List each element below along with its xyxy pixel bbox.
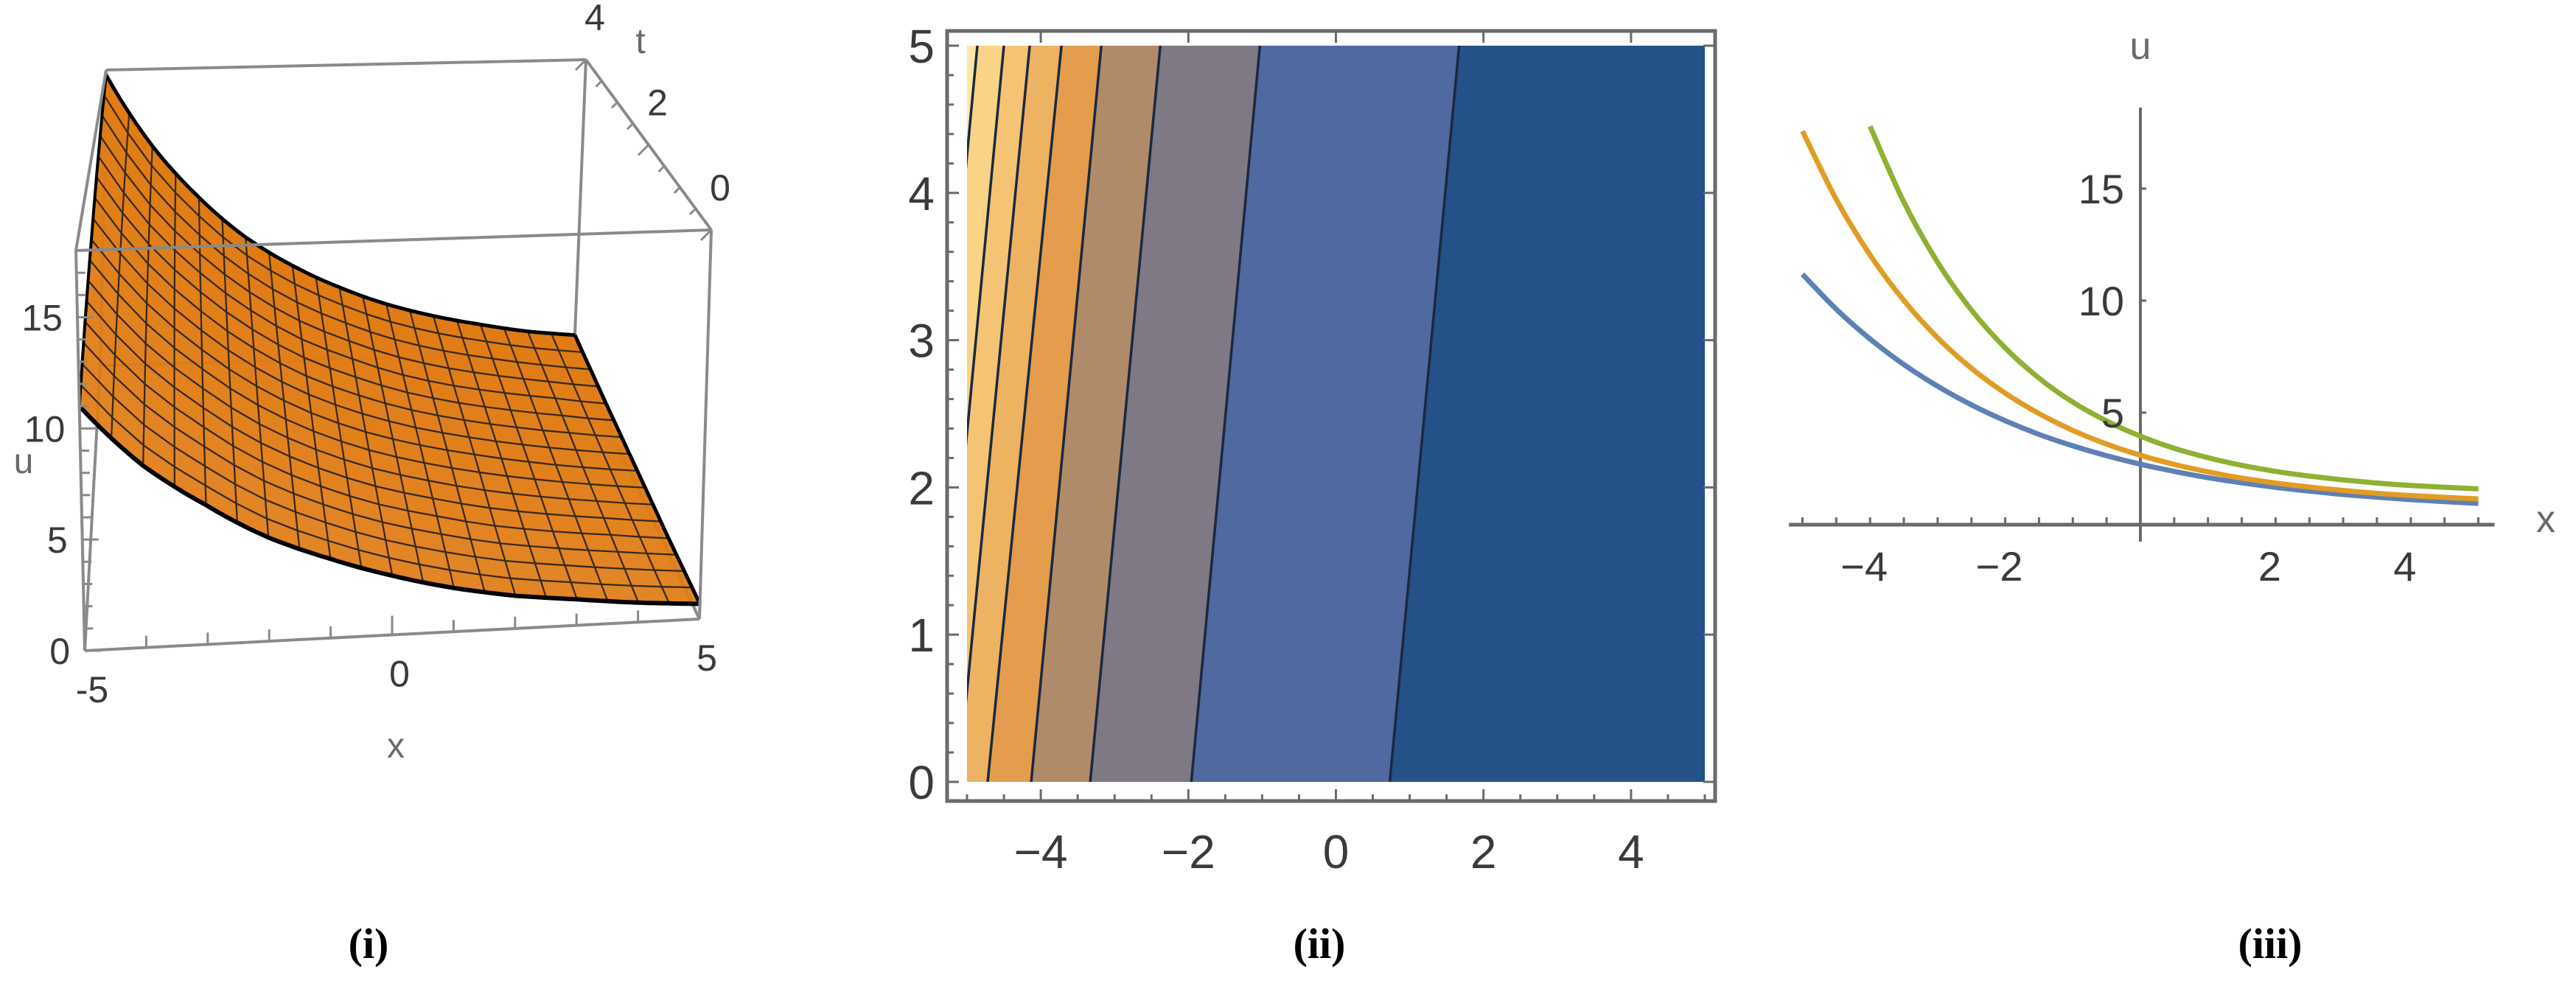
plot-frame [945,29,1717,803]
x-tick-label: 2 [1470,825,1497,878]
t-tick-label: 4 [584,0,605,38]
contour-line [1388,46,1461,782]
surface-back-edge [104,74,576,338]
t-tick [657,165,666,173]
x-axis-label: x [387,727,405,766]
x-axis-label: x [2536,498,2555,541]
t-tick [699,228,713,242]
t-tick-label: 2 [647,83,668,124]
box-edge-front-top [75,228,712,252]
x-tick-label: −4 [1840,543,1888,590]
contour-line [1190,46,1262,782]
t-tick-label: 0 [710,167,730,209]
x-tick-label: 5 [697,637,717,679]
contour-plot-panel: −4 −2 0 2 4 0 1 2 3 4 5 [908,20,1717,878]
u-axis-label: u [14,442,34,481]
x-tick-label: 0 [1323,825,1350,878]
u-tick-label: 5 [47,520,68,561]
x-tick-label: 4 [2393,543,2416,590]
u-tick-label: 15 [21,298,63,339]
y-tick-label: 4 [908,167,935,220]
contour-line [986,46,1063,782]
y-tick-label: 1 [908,609,935,662]
y-tick-label: 3 [908,315,935,368]
u-tick-label: 10 [24,408,66,450]
y-tick-label: 2 [908,461,935,514]
t-tick [688,208,697,215]
box-edge-front-right [698,229,713,620]
u-tick-label: 5 [2101,390,2124,436]
line-plot-panel: −4 −2 2 4 5 10 15 x u [1789,25,2555,590]
box-edge-back-top [105,58,587,71]
x-tick-label: 2 [2258,543,2281,590]
caption-i: (i) [349,920,389,968]
u-tick-label: 0 [49,631,70,672]
u-axis-label: u [2130,25,2151,68]
u-tick-label: 15 [2078,166,2124,212]
surface-left-edge [77,74,108,407]
contour-line [967,46,979,169]
y-tick-label: 0 [908,756,935,809]
series-line-2 [1800,130,2479,502]
x-tick-label: −2 [1976,543,2023,590]
surface-right-edge [573,334,702,605]
series-line-1 [1800,272,2479,506]
caption-ii: (ii) [1294,920,1346,968]
y-tick-label: 5 [908,20,935,73]
contour-line [967,46,1031,704]
x-tick-label: −4 [1014,825,1068,878]
x-tick-label: 4 [1618,825,1644,878]
t-tick [673,186,681,195]
t-tick [626,122,634,130]
t-axis-label: t [635,22,645,61]
x-tick-label: -5 [76,669,108,710]
box-edge-left-top [74,69,108,251]
t-tick [574,58,587,71]
x-tick-label: −2 [1162,825,1215,878]
contour-line [967,46,1005,447]
t-tick [610,101,618,109]
contour-area [967,46,1705,782]
u-tick-label: 10 [2078,278,2124,324]
t-tick [595,80,603,88]
x-tick-label: 0 [389,654,410,695]
contour-line [1089,46,1162,782]
contour-band [1389,46,1705,782]
series-line-3 [1868,125,2479,492]
t-tick [637,144,650,156]
box-edge-back-right [573,59,587,354]
caption-iii: (iii) [2238,920,2303,968]
contour-line [1030,46,1103,782]
surface-front-edge [77,405,700,606]
